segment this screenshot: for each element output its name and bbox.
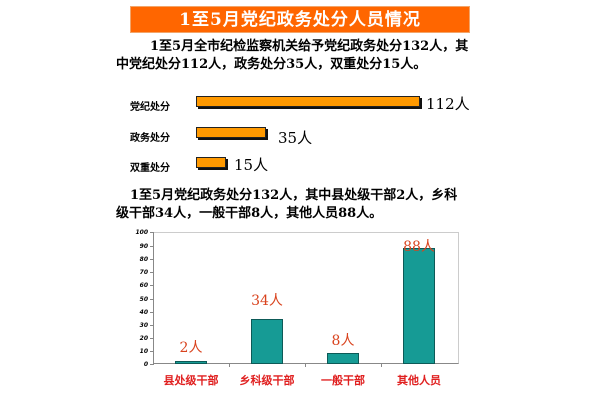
y-tick-label: 20 xyxy=(139,335,148,342)
summary-text-1-line-2: 中党纪处分112人，政务处分35人，双重处分15人。 xyxy=(116,57,427,72)
hbar-category-label: 党纪处分 xyxy=(130,102,170,113)
hbar-category-label: 双重处分 xyxy=(130,163,170,174)
y-tick-mark xyxy=(150,325,154,326)
page-title: 1至5月党纪政务处分人员情况 xyxy=(130,6,470,33)
y-tick-mark xyxy=(150,259,154,260)
y-tick-label: 60 xyxy=(139,282,148,289)
vbar xyxy=(327,353,359,364)
y-tick-label: 80 xyxy=(139,256,148,263)
y-tick-label: 10 xyxy=(139,348,148,355)
y-tick-label: 100 xyxy=(135,229,148,236)
hbar-value-label: 15人 xyxy=(234,156,269,174)
y-tick-mark xyxy=(150,272,154,273)
x-tick-mark xyxy=(305,364,306,367)
y-tick-label: 90 xyxy=(139,243,148,250)
y-tick-mark xyxy=(150,364,154,365)
summary-text-2-line-2: 级干部34人，一般干部8人，其他人员88人。 xyxy=(116,206,383,221)
x-category-label: 一般干部 xyxy=(321,374,365,387)
x-tick-mark xyxy=(229,364,230,367)
x-category-label: 县处级干部 xyxy=(163,374,219,387)
vbar-value-label: 8人 xyxy=(331,333,355,349)
vbar xyxy=(251,319,283,364)
x-category-label: 其他人员 xyxy=(397,374,441,387)
y-tick-label: 30 xyxy=(139,322,148,329)
y-tick-mark xyxy=(150,312,154,313)
hbar xyxy=(196,96,420,107)
y-tick-mark xyxy=(150,285,154,286)
y-tick-mark xyxy=(150,246,154,247)
x-category-label: 乡科级干部 xyxy=(239,374,295,387)
x-tick-mark xyxy=(381,364,382,367)
y-tick-mark xyxy=(150,338,154,339)
hbar xyxy=(196,157,226,168)
y-tick-label: 50 xyxy=(139,296,148,303)
hbar xyxy=(196,127,266,138)
y-tick-label: 40 xyxy=(139,309,148,316)
vbar xyxy=(175,361,207,364)
hbar-category-label: 政务处分 xyxy=(130,133,170,144)
hbar-value-label: 35人 xyxy=(278,129,313,147)
vbar-value-label: 34人 xyxy=(251,293,283,309)
y-tick-mark xyxy=(150,351,154,352)
hbar-value-label: 112人 xyxy=(426,95,470,113)
vbar-value-label: 88人 xyxy=(403,239,435,255)
vbar xyxy=(403,248,435,364)
y-tick-label: 70 xyxy=(139,269,148,276)
y-tick-label: 0 xyxy=(143,361,148,368)
y-tick-mark xyxy=(150,232,154,233)
chart-plot-area xyxy=(153,232,459,364)
vbar-value-label: 2人 xyxy=(179,340,203,356)
summary-text-1-line-1: 1至5月全市纪检监察机关给予党纪政务处分132人，其 xyxy=(150,39,469,54)
summary-text-2-line-1: 1至5月党纪政务处分132人，其中县处级干部2人，乡科 xyxy=(130,188,458,203)
y-tick-mark xyxy=(150,299,154,300)
